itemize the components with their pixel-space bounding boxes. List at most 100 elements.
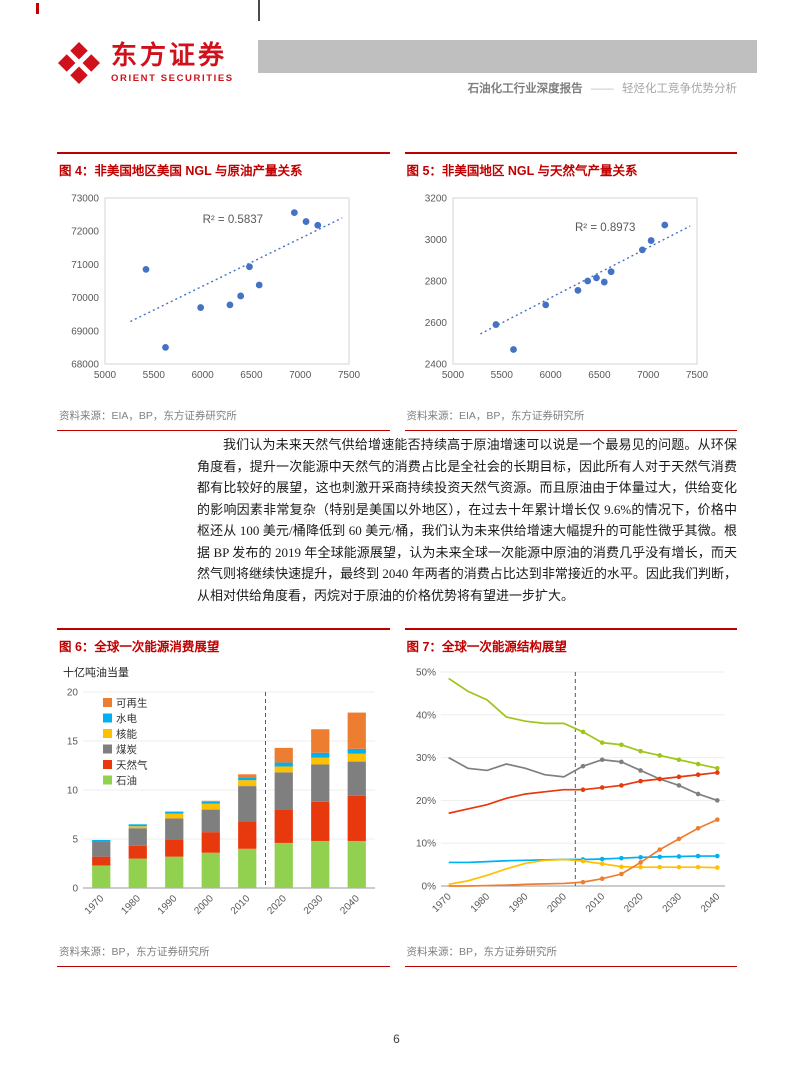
report-title-label: 轻烃化工竞争优势分析	[622, 83, 737, 95]
data-line	[448, 818, 718, 887]
bar-segment	[128, 828, 147, 846]
scatter-point	[541, 301, 549, 309]
scatter-point	[255, 281, 263, 289]
report-type-label: 石油化工行业深度报告	[467, 83, 583, 95]
bar-segment	[347, 748, 366, 754]
y-tick-label: 0	[72, 884, 78, 895]
x-tick-label: 5500	[143, 370, 166, 381]
bar-segment	[347, 753, 366, 762]
y-tick-label: 0%	[421, 882, 436, 893]
legend-swatch	[103, 775, 112, 785]
bar-segment	[274, 842, 293, 888]
bar-segment	[201, 801, 220, 804]
x-tick-label: 7000	[637, 370, 660, 381]
legend-label: 石油	[116, 774, 137, 787]
line-marker	[714, 865, 720, 870]
scatter-point	[226, 301, 234, 309]
figure-4-title: 图 4：非美国地区美国 NGL 与原油产量关系	[59, 164, 303, 178]
page-number: 6	[393, 1032, 400, 1046]
header-dash-separator: ——	[590, 83, 614, 95]
scatter-point	[237, 292, 245, 300]
bar-segment	[311, 801, 330, 841]
y-tick-label: 20%	[415, 796, 435, 807]
line-marker	[695, 772, 700, 778]
scatter-point	[314, 221, 322, 229]
line-marker	[618, 871, 624, 877]
bar-segment	[238, 786, 257, 822]
line-marker	[695, 825, 700, 831]
x-tick-label: 6500	[588, 370, 611, 381]
line-marker	[676, 836, 681, 842]
bar-segment	[201, 832, 220, 853]
bar-segment	[92, 839, 111, 842]
figure-5: 图 5：非美国地区 NGL 与天然气产量关系 2400 2600 2800 3000 3…	[404, 152, 737, 431]
line-marker	[656, 854, 662, 860]
x-tick-label: 5000	[441, 370, 464, 381]
logo-en-wordmark: ORIENT SECURITIES	[111, 72, 234, 84]
y-tick-label: 2400	[424, 360, 447, 371]
line-marker	[714, 766, 720, 771]
line-marker	[599, 740, 604, 745]
x-tick-label: 1980	[119, 893, 143, 917]
line-marker	[656, 864, 662, 870]
trend-line	[130, 217, 343, 323]
line-marker	[637, 778, 643, 784]
line-marker	[599, 856, 604, 862]
logo-diamond-icon	[58, 42, 100, 84]
x-tick-label: 2010	[229, 893, 253, 917]
x-tick-label: 5000	[94, 370, 117, 381]
bar-segment	[311, 752, 330, 758]
line-marker	[714, 853, 720, 859]
x-tick-label: 1990	[156, 893, 180, 917]
bar-segment	[92, 856, 111, 866]
legend-label: 水电	[116, 712, 137, 725]
y-tick-label: 5	[72, 835, 78, 846]
bar-segment	[311, 757, 330, 765]
y-tick-label: 2600	[424, 318, 447, 329]
y-tick-label: 3000	[424, 235, 447, 246]
line-marker	[676, 757, 681, 763]
line-marker	[637, 855, 643, 860]
legend-label: 煤炭	[116, 743, 137, 756]
y-tick-label: 20	[67, 688, 79, 699]
figure-6-source: 资料来源：BP，东方证券研究所	[59, 946, 210, 958]
figure-6-unit-label: 十亿吨油当量	[63, 667, 129, 679]
bar-segment	[274, 766, 293, 773]
y-tick-label: 15	[67, 737, 79, 748]
bar-segment	[274, 762, 293, 767]
line-marker	[599, 861, 604, 867]
y-tick-label: 50%	[415, 668, 435, 679]
y-tick-label: 40%	[415, 710, 435, 721]
x-tick-label: 2020	[622, 891, 646, 915]
bar-segment	[347, 795, 366, 841]
y-tick-label: 3200	[424, 194, 447, 205]
figure-6-stacked-bar-chart: 0 5 10 15 20 1970 1980 1990 2000 2010 2020 2030 2040…	[67, 688, 375, 917]
line-marker	[695, 853, 700, 859]
x-tick-label: 2020	[265, 893, 289, 917]
line-marker	[637, 768, 643, 773]
trend-line	[479, 225, 690, 335]
figure-row-2: 图 6：全球一次能源消费展望 十亿吨油当量 0 5 10 15 20 1970 1980 19…	[57, 628, 737, 967]
bar-segment	[347, 761, 366, 796]
bar-segment	[238, 848, 257, 888]
bar-segment	[165, 818, 184, 840]
logo-cn-wordmark: 东方证券	[111, 40, 228, 71]
bar-segment	[165, 856, 184, 888]
line-marker	[714, 817, 720, 822]
line-marker	[580, 729, 585, 735]
scatter-point	[607, 268, 615, 276]
bar-segment	[165, 839, 184, 857]
bar-segment	[347, 712, 366, 749]
bar-segment	[274, 809, 293, 843]
line-marker	[695, 791, 700, 797]
legend-swatch	[103, 698, 112, 707]
line-marker	[580, 763, 585, 769]
bar-segment	[311, 840, 330, 888]
scatter-point	[246, 263, 253, 271]
bar-segment	[274, 772, 293, 810]
figure-7-source: 资料来源：BP，东方证券研究所	[406, 946, 558, 958]
scatter-point	[660, 221, 668, 229]
line-marker	[714, 770, 720, 775]
x-tick-label: 2030	[660, 891, 684, 915]
